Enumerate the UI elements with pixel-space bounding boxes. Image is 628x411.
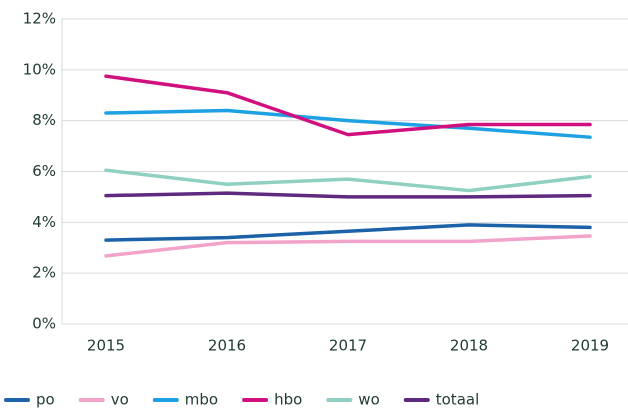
line [104,74,592,137]
x-tick-label: 2016 [208,337,246,355]
x-tick-label: 2018 [450,337,488,355]
y-tick-label: 12% [23,10,56,28]
line [104,108,592,139]
line [104,191,592,199]
legend-label: totaal [436,391,480,409]
y-tick-label: 8% [32,111,56,129]
line [104,234,592,258]
y-tick-label: 6% [32,162,56,180]
y-tick-label: 2% [32,264,56,282]
legend-label: hbo [274,391,302,409]
y-tick-label: 10% [23,60,56,78]
legend-label: vo [111,391,129,409]
legend-label: wo [358,391,379,409]
x-tick-label: 2019 [571,337,609,355]
y-tick-label: 0% [32,315,56,333]
line [104,168,592,193]
y-tick-label: 4% [32,213,56,231]
legend-label: mbo [185,391,218,409]
x-tick-label: 2015 [87,337,125,355]
line [104,223,592,242]
x-tick-label: 2017 [329,337,367,355]
legend-label: po [36,391,55,409]
